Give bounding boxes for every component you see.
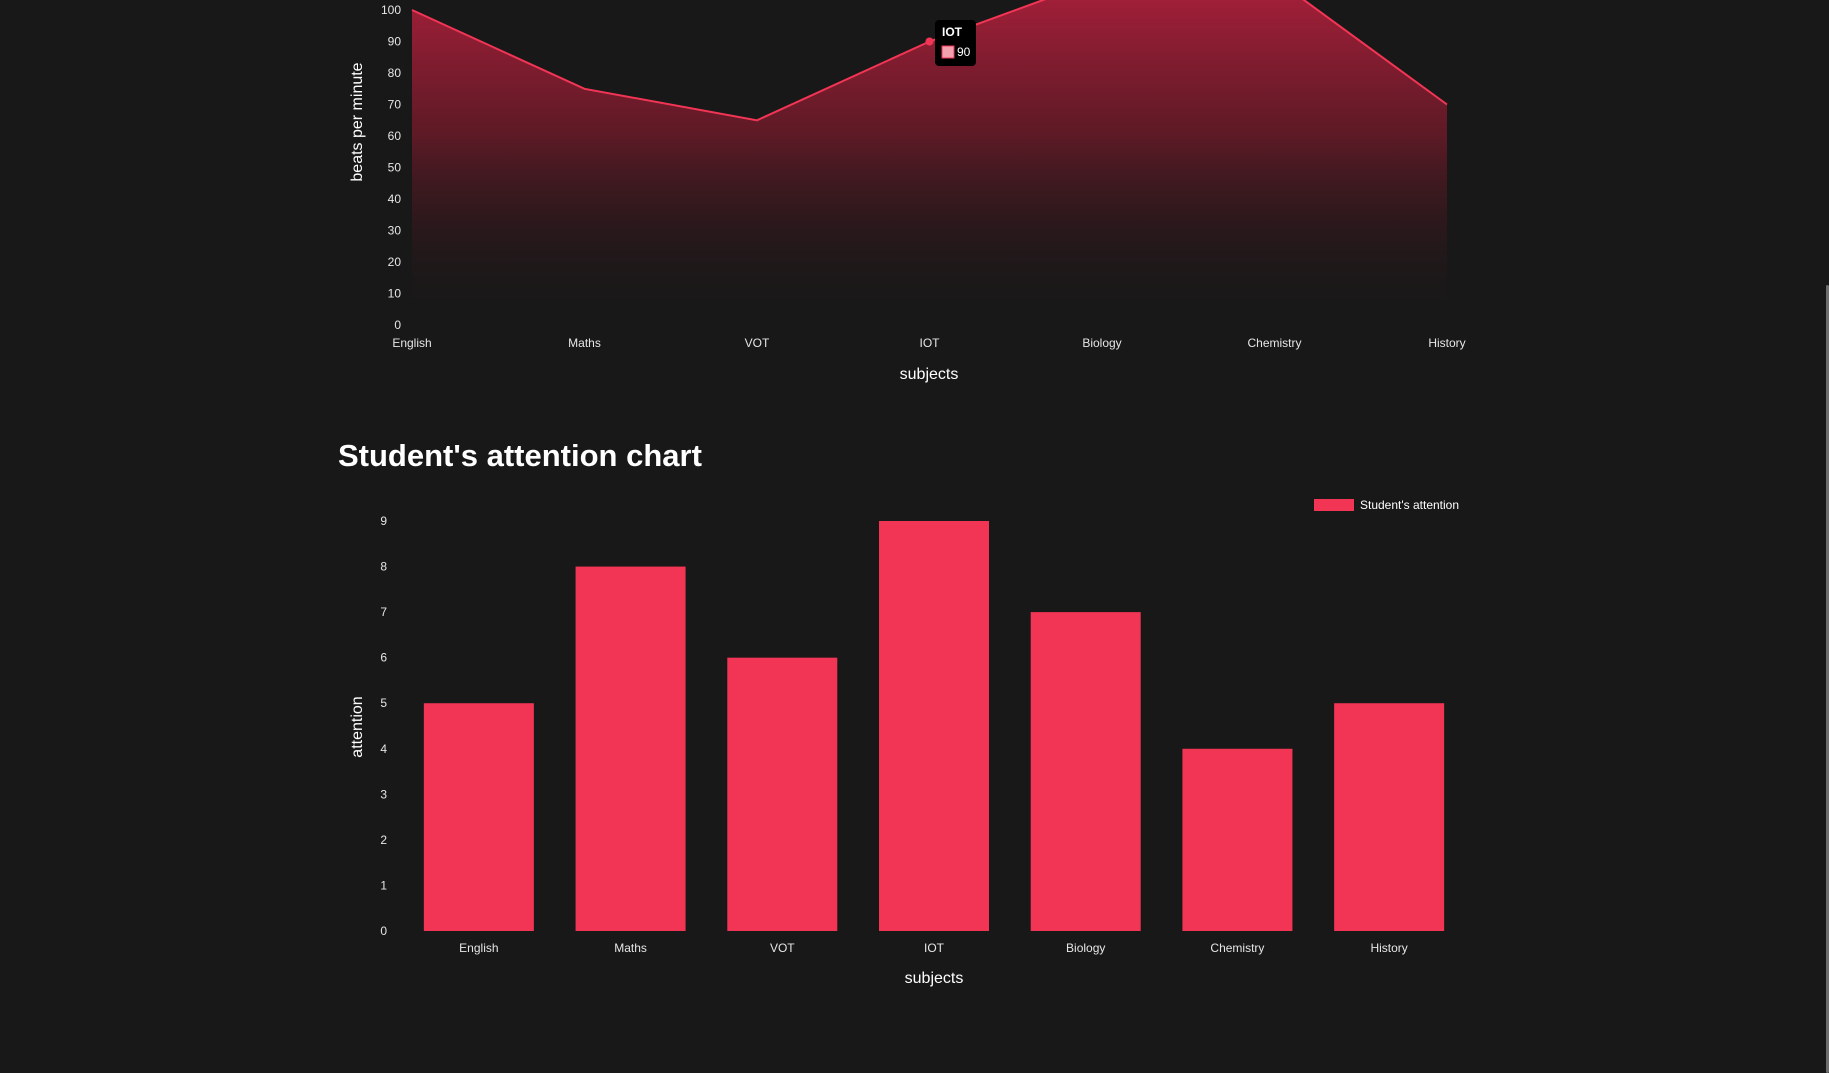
attention-x-tick: Maths <box>614 941 647 955</box>
attention-y-tick: 5 <box>380 696 387 710</box>
attention-y-tick: 1 <box>380 878 387 892</box>
attention-bar[interactable] <box>727 657 838 931</box>
bpm-x-tick: VOT <box>745 336 770 350</box>
attention-bar[interactable] <box>879 521 989 931</box>
bpm-x-tick: History <box>1428 336 1465 350</box>
bpm-x-tick: Biology <box>1082 336 1121 350</box>
attention-y-tick: 3 <box>380 787 387 801</box>
legend-label: Student's attention <box>1360 498 1459 512</box>
bpm-y-tick: 40 <box>388 192 402 206</box>
attention-y-axis-title: attention <box>349 696 366 757</box>
attention-x-tick: Biology <box>1066 941 1105 955</box>
attention-x-axis-title: subjects <box>905 970 964 987</box>
bpm-y-tick: 100 <box>381 3 401 17</box>
attention-x-tick: History <box>1370 941 1407 955</box>
attention-bar-chart: Student's attention 0 1 2 3 4 5 6 7 8 9 English Ma… <box>349 498 1459 987</box>
attention-bar[interactable] <box>575 566 686 931</box>
bpm-y-tick: 20 <box>388 255 402 269</box>
bpm-area-fill <box>412 0 1447 325</box>
attention-x-tick: VOT <box>770 941 795 955</box>
bpm-area-chart: 0 10 20 30 40 50 60 70 80 90 100 English Maths VOT IO… <box>349 0 1466 383</box>
bpm-x-tick: IOT <box>920 336 941 350</box>
bpm-y-tick: 60 <box>388 129 402 143</box>
attention-bar[interactable] <box>1334 703 1445 931</box>
bpm-y-tick: 10 <box>388 287 402 301</box>
bpm-tooltip: IOT 90 <box>935 20 976 66</box>
bpm-y-tick: 90 <box>388 35 402 49</box>
attention-y-tick: 6 <box>380 651 387 665</box>
attention-legend[interactable]: Student's attention <box>1314 498 1459 512</box>
tooltip-swatch <box>941 45 955 59</box>
attention-y-tick: 9 <box>380 514 387 528</box>
bpm-y-tick: 70 <box>388 98 402 112</box>
bpm-x-tick: Maths <box>568 336 601 350</box>
bpm-y-tick: 0 <box>394 318 401 332</box>
legend-swatch <box>1314 499 1354 511</box>
attention-y-tick: 8 <box>380 560 387 574</box>
attention-x-tick: English <box>459 941 498 955</box>
tooltip-value: 90 <box>957 45 971 59</box>
bpm-x-tick: English <box>392 336 431 350</box>
bpm-data-point[interactable] <box>925 37 934 46</box>
attention-y-tick: 0 <box>380 924 387 938</box>
attention-x-tick: Chemistry <box>1210 941 1264 955</box>
bpm-y-axis-title: beats per minute <box>349 62 366 181</box>
attention-y-tick: 7 <box>380 605 387 619</box>
tooltip-title: IOT <box>942 25 963 39</box>
bpm-y-tick: 30 <box>388 224 402 238</box>
bpm-x-axis-title: subjects <box>900 366 959 383</box>
attention-y-tick: 2 <box>380 833 387 847</box>
attention-chart-title: Student's attention chart <box>338 438 702 473</box>
attention-y-tick: 4 <box>380 742 387 756</box>
page-scrollbar[interactable] <box>1822 0 1829 1073</box>
scrollbar-thumb[interactable] <box>1826 285 1829 1073</box>
bpm-y-tick: 80 <box>388 66 402 80</box>
attention-bar[interactable] <box>1182 748 1293 931</box>
bpm-y-tick: 50 <box>388 161 402 175</box>
attention-bar[interactable] <box>1030 612 1141 931</box>
attention-x-tick: IOT <box>924 941 945 955</box>
bpm-x-tick: Chemistry <box>1247 336 1301 350</box>
attention-bar[interactable] <box>423 703 534 931</box>
